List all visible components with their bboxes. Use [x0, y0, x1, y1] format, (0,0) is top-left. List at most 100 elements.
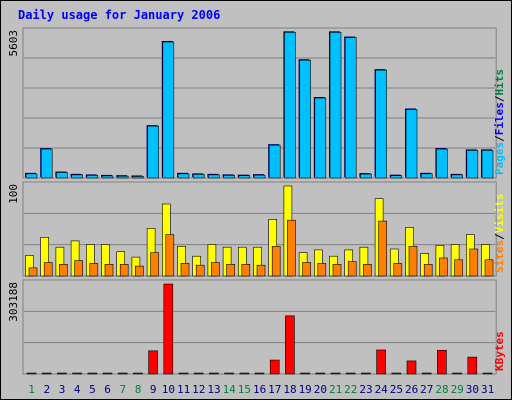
- bar-kbytes-day-8: [133, 372, 143, 375]
- legend-entry: Sites: [493, 240, 506, 273]
- bar-kbytes-day-28: [437, 349, 447, 375]
- x-tick-day-4: 4: [74, 383, 81, 396]
- x-tick-day-5: 5: [89, 383, 96, 396]
- x-tick-day-28: 28: [435, 383, 448, 396]
- x-tick-day-3: 3: [59, 383, 66, 396]
- bar-pages-day-29: [451, 174, 463, 179]
- x-tick-day-22: 22: [344, 383, 357, 396]
- panel-kbytes: 303188 KBytes: [7, 279, 506, 375]
- x-tick-day-11: 11: [177, 383, 190, 396]
- bar-pages-day-11: [177, 173, 190, 179]
- panel-kbytes-axis-max: 303188: [7, 282, 20, 322]
- bar-kbytes-day-14: [224, 372, 234, 375]
- bar-sites-day-12: [195, 264, 205, 277]
- x-tick-day-1: 1: [28, 383, 35, 396]
- x-tick-day-17: 17: [268, 383, 281, 396]
- bar-pages-day-20: [314, 97, 327, 179]
- bar-sites-day-21: [332, 263, 342, 277]
- x-tick-day-10: 10: [162, 383, 175, 396]
- x-tick-day-14: 14: [223, 383, 237, 396]
- chart-panels: 5603Pages/Files/Hits100Sites/Visits30318…: [7, 27, 506, 375]
- bar-kbytes-day-30: [467, 356, 478, 375]
- bar-pages-day-12: [192, 174, 205, 179]
- bar-kbytes-day-23: [361, 372, 371, 375]
- bar-kbytes-day-3: [57, 372, 67, 375]
- bar-sites-day-31: [484, 259, 494, 277]
- bar-pages-day-8: [132, 176, 144, 179]
- bar-sites-day-27: [423, 263, 433, 277]
- x-tick-day-29: 29: [451, 383, 464, 396]
- x-tick-day-13: 13: [207, 383, 220, 396]
- bar-pages-day-2: [40, 148, 53, 179]
- panel-kbytes-legend: KBytes: [493, 331, 506, 371]
- bar-kbytes-day-18: [285, 315, 295, 375]
- bar-sites-day-2: [43, 262, 53, 277]
- bar-kbytes-day-11: [178, 372, 189, 375]
- x-tick-day-23: 23: [359, 383, 372, 396]
- x-tick-day-25: 25: [390, 383, 403, 396]
- panel-hits-legend: Pages/Files/Hits: [493, 69, 506, 175]
- bar-pages-day-15: [238, 175, 251, 179]
- bar-kbytes-day-25: [391, 372, 402, 375]
- bar-sites-day-20: [317, 263, 327, 277]
- bar-kbytes-day-4: [72, 372, 82, 375]
- bar-sites-day-24: [378, 220, 387, 277]
- x-tick-day-18: 18: [283, 383, 296, 396]
- x-tick-day-6: 6: [104, 383, 111, 396]
- bar-pages-day-21: [329, 32, 342, 179]
- bar-sites-day-18: [287, 219, 296, 277]
- x-tick-day-30: 30: [466, 383, 479, 396]
- bar-pages-day-28: [436, 148, 448, 179]
- bar-sites-day-19: [302, 262, 311, 277]
- bar-pages-day-22: [344, 37, 357, 179]
- bar-sites-day-9: [150, 252, 159, 277]
- bar-sites-day-10: [165, 234, 175, 277]
- x-tick-day-9: 9: [150, 383, 157, 396]
- bar-kbytes-day-9: [148, 350, 158, 375]
- bar-sites-day-17: [271, 246, 281, 277]
- bar-sites-day-16: [256, 264, 266, 277]
- bar-sites-day-11: [180, 263, 190, 277]
- legend-entry: KBytes: [493, 331, 506, 371]
- bar-pages-day-7: [116, 175, 129, 179]
- bar-kbytes-day-12: [193, 372, 204, 375]
- bar-kbytes-day-26: [406, 360, 417, 375]
- bar-sites-day-14: [226, 263, 235, 277]
- panel-visits-legend: Sites/Visits: [493, 194, 506, 274]
- bar-sites-day-25: [393, 263, 403, 277]
- bar-kbytes-day-1: [26, 372, 37, 375]
- bar-pages-day-25: [390, 175, 403, 179]
- bar-sites-day-30: [469, 248, 479, 277]
- bar-sites-day-8: [135, 265, 144, 277]
- panel-visits-axis-max: 100: [7, 184, 20, 204]
- panel-hits-plot-area: [22, 27, 497, 179]
- legend-entry: /: [493, 95, 506, 102]
- panel-kbytes-plot-area: [22, 279, 497, 375]
- bar-pages-day-27: [420, 173, 433, 179]
- bar-pages-day-3: [56, 172, 68, 179]
- bar-sites-day-26: [408, 246, 418, 277]
- bar-sites-day-5: [89, 263, 99, 277]
- bar-sites-day-13: [211, 262, 220, 277]
- legend-entry: Visits: [493, 194, 506, 234]
- bar-sites-day-29: [454, 259, 463, 277]
- bar-sites-day-23: [363, 263, 372, 277]
- x-tick-day-19: 19: [299, 383, 312, 396]
- bar-kbytes-day-27: [421, 372, 432, 375]
- bar-pages-day-13: [208, 174, 220, 179]
- bar-pages-day-19: [299, 59, 311, 179]
- x-tick-day-8: 8: [135, 383, 142, 396]
- x-tick-day-20: 20: [314, 383, 327, 396]
- bar-kbytes-day-10: [163, 283, 174, 375]
- bar-sites-day-22: [347, 261, 357, 277]
- bar-pages-day-4: [71, 174, 83, 179]
- bar-kbytes-day-22: [345, 372, 356, 375]
- legend-entry: Pages: [493, 142, 506, 175]
- bar-sites-day-7: [119, 263, 129, 277]
- bar-kbytes-day-15: [239, 372, 250, 375]
- x-tick-day-21: 21: [329, 383, 342, 396]
- chart-title: Daily usage for January 2006: [18, 8, 220, 22]
- bar-kbytes-day-13: [209, 372, 219, 375]
- bar-sites-day-4: [74, 260, 83, 277]
